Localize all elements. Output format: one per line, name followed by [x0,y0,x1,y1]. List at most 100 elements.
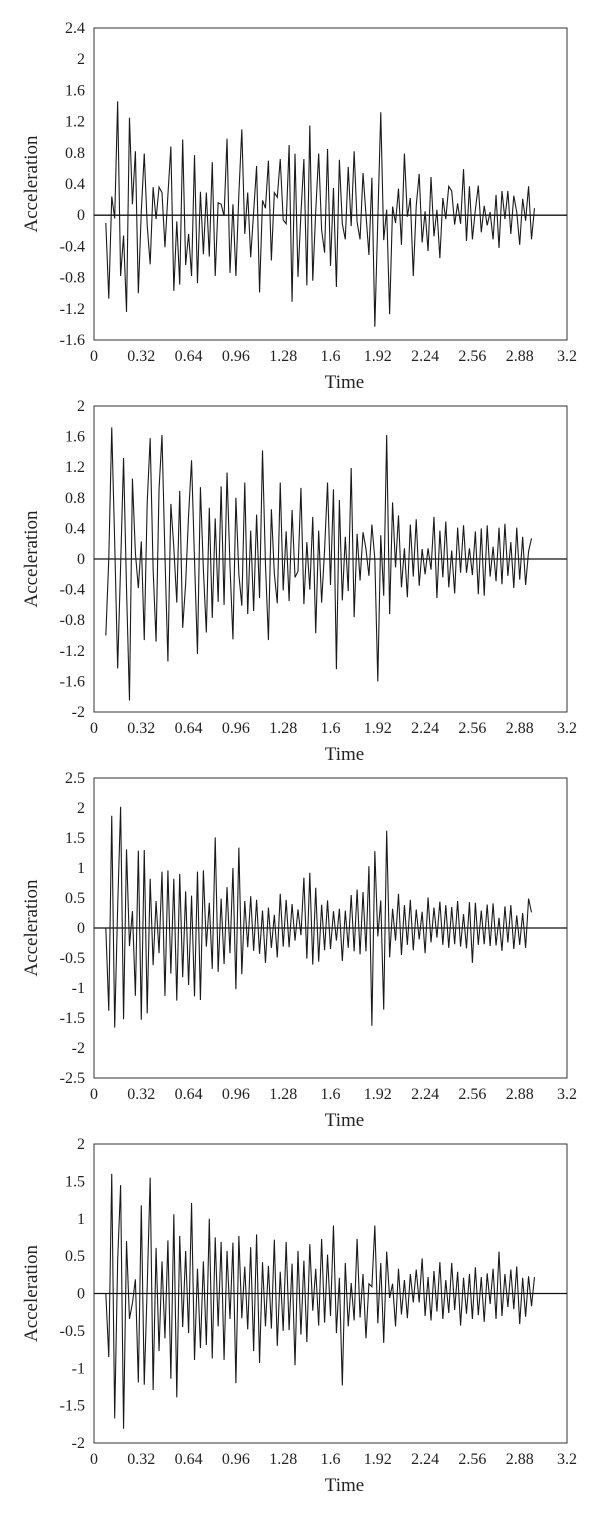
y-tick-label: 0.4 [65,520,85,537]
y-tick-label: 2.4 [65,20,85,37]
x-tick-label: 2.24 [411,720,439,737]
y-tick-label: 0 [77,207,85,224]
y-tick-label: -0.4 [60,582,85,599]
x-tick-label: 1.28 [269,1086,297,1103]
x-tick-label: 1.6 [321,1086,341,1103]
chart-panel-1: 2.4 2 1.6 1.2 0.8 0.4 0 -0.4 -0.8 -1.2 -1.6 0 0.32 0.… [21,20,577,393]
y-tick-label: 2 [77,51,85,68]
y-tick-label: 1 [77,1211,85,1228]
y-tick-label: -2 [72,704,85,721]
y-tick-label: 0.8 [65,490,85,507]
x-tick-label: 3.2 [557,1451,577,1468]
y-tick-label: 0.4 [65,176,85,193]
x-tick-label: 1.28 [269,348,297,365]
x-tick-label: 1.28 [269,720,297,737]
y-tick-label: -1 [72,1360,85,1377]
x-tick-label: 0 [90,348,98,365]
x-tick-label: 0.96 [222,1086,250,1103]
y-tick-label: 2 [77,398,85,415]
chart-panel-4: 2 1.5 1 0.5 0 -0.5 -1 -1.5 -2 0 0.32 0.64 0.96 1.28 1.… [21,1136,577,1496]
y-tick-label: -0.8 [60,270,85,287]
x-tick-label: 2.88 [506,1086,534,1103]
y-tick-label: 1.6 [65,429,85,446]
x-tick-label: 0.64 [175,348,203,365]
y-tick-label: -0.4 [60,238,85,255]
y-tick-label: -1 [72,980,85,997]
y-tick-label: 0.5 [65,1248,85,1265]
x-tick-label: 1.6 [321,348,341,365]
y-tick-label: -2 [72,1040,85,1057]
y-tick-label: -2 [72,1435,85,1452]
x-tick-label: 0 [90,1451,98,1468]
x-tick-label: 2.24 [411,348,439,365]
y-tick-label: -1.6 [60,332,85,349]
x-tick-label: 1.92 [364,720,392,737]
y-tick-label: 0.8 [65,145,85,162]
x-tick-label: 1.92 [364,348,392,365]
x-tick-label: 0.64 [175,1451,203,1468]
x-tick-label: 2.24 [411,1086,439,1103]
y-axis-title: Acceleration [21,510,42,608]
x-tick-label: 3.2 [557,348,577,365]
y-tick-label: 1.6 [65,82,85,99]
y-tick-label: 1 [77,860,85,877]
y-tick-label: 0 [77,1286,85,1303]
y-tick-label: 1.2 [65,459,85,476]
x-tick-label: 0.96 [222,348,250,365]
x-axis-title: Time [325,744,364,765]
plot-frame [93,27,568,341]
series-line-1 [105,427,533,701]
x-tick-label: 2.56 [458,348,486,365]
y-tick-label: 2 [77,1136,85,1153]
y-tick-label: 1.2 [65,114,85,131]
y-tick-label: -0.5 [60,1323,85,1340]
x-tick-label: 0.96 [222,1451,250,1468]
y-tick-label: -0.5 [60,950,85,967]
y-tick-label: 2 [77,800,85,817]
x-axis-title: Time [325,1475,364,1496]
y-tick-label: 1.5 [65,1173,85,1190]
x-tick-label: 1.92 [364,1451,392,1468]
y-tick-label: 1.5 [65,830,85,847]
series-line-1 [105,1173,536,1429]
x-tick-label: 2.24 [411,1451,439,1468]
y-tick-label: -2.5 [60,1070,85,1087]
x-tick-label: 1.28 [269,1451,297,1468]
y-axis-title: Acceleration [21,135,42,233]
y-axis-title: Acceleration [21,879,42,977]
chart-panel-3: 2.5 2 1.5 1 0.5 0 -0.5 -1 -1.5 -2 -2.5 0 0.32 0.64 0.9… [21,770,577,1131]
x-tick-label: 0.64 [175,1086,203,1103]
x-tick-label: 0.32 [127,348,155,365]
x-tick-label: 0.96 [222,720,250,737]
y-tick-label: -1.2 [60,301,85,318]
y-tick-label: -1.2 [60,643,85,660]
y-tick-label: -1.5 [60,1010,85,1027]
x-tick-label: 2.56 [458,1086,486,1103]
x-axis-title: Time [325,372,364,393]
x-tick-label: 3.2 [557,720,577,737]
x-tick-label: 1.6 [321,1451,341,1468]
x-tick-label: 1.92 [364,1086,392,1103]
x-tick-label: 3.2 [557,1086,577,1103]
series-line-1 [105,806,533,1028]
x-tick-label: 0.32 [127,1086,155,1103]
x-tick-label: 2.56 [458,1451,486,1468]
y-tick-label: 2.5 [65,770,85,787]
x-tick-label: 0.32 [127,1451,155,1468]
y-axis-title: Acceleration [21,1244,42,1342]
x-axis-title: Time [325,1110,364,1131]
series-line-1 [105,101,536,327]
x-tick-label: 2.88 [506,1451,534,1468]
y-tick-label: -0.8 [60,612,85,629]
y-tick-label: -1.5 [60,1398,85,1415]
y-tick-label: 0.5 [65,890,85,907]
x-tick-label: 0 [90,720,98,737]
x-tick-label: 2.56 [458,720,486,737]
x-tick-label: 0 [90,1086,98,1103]
x-tick-label: 2.88 [506,720,534,737]
chart-panel-2: 2 1.6 1.2 0.8 0.4 0 -0.4 -0.8 -1.2 -1.6 -2 0 0.32 0.6… [21,398,577,765]
x-tick-label: 2.88 [506,348,534,365]
y-tick-label: 0 [77,920,85,937]
y-tick-label: 0 [77,551,85,568]
